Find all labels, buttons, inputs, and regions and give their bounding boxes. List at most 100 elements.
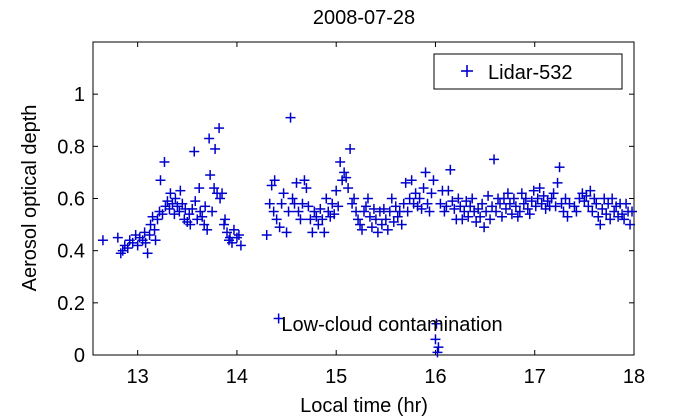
data-point — [283, 206, 294, 217]
data-point — [461, 196, 472, 207]
data-point — [449, 203, 460, 214]
data-point — [217, 188, 228, 199]
data-point — [273, 313, 284, 324]
data-point — [174, 206, 185, 217]
data-point — [200, 201, 211, 212]
data-point — [585, 185, 596, 196]
data-point — [321, 193, 332, 204]
data-point — [498, 193, 509, 204]
data-point — [516, 188, 527, 199]
y-axis-label: Aerosol optical depth — [19, 105, 41, 292]
data-point — [621, 198, 632, 209]
data-point — [528, 185, 539, 196]
data-point — [285, 112, 296, 123]
data-point — [605, 214, 616, 225]
data-point — [185, 219, 196, 230]
data-point — [355, 219, 366, 230]
data-point — [384, 206, 395, 217]
data-point — [349, 193, 360, 204]
data-point — [465, 201, 476, 212]
data-point — [433, 342, 444, 353]
data-point — [453, 193, 464, 204]
data-point — [222, 227, 233, 238]
data-point — [152, 214, 163, 225]
data-point — [619, 214, 630, 225]
x-tick-label: 15 — [325, 366, 347, 388]
data-point — [343, 183, 354, 194]
data-point — [430, 334, 441, 345]
data-point — [142, 248, 153, 259]
data-point — [414, 193, 425, 204]
data-point — [112, 232, 123, 243]
data-point — [506, 209, 517, 220]
data-point — [150, 235, 161, 246]
data-point — [357, 224, 368, 235]
data-point — [522, 203, 533, 214]
data-point — [97, 235, 108, 246]
data-point — [473, 203, 484, 214]
scatter-points — [97, 112, 638, 358]
data-point — [512, 211, 523, 222]
data-point — [341, 172, 352, 183]
data-point — [235, 240, 246, 251]
data-point — [287, 193, 298, 204]
data-point — [175, 185, 186, 196]
data-point — [424, 206, 435, 217]
data-point — [268, 206, 279, 217]
data-point — [315, 203, 326, 214]
data-point — [500, 203, 511, 214]
x-tick-label: 16 — [424, 366, 446, 388]
data-point — [554, 162, 565, 173]
data-point — [345, 143, 356, 154]
data-point — [597, 203, 608, 214]
data-point — [276, 198, 287, 209]
data-point — [431, 318, 442, 329]
data-point — [494, 198, 505, 209]
data-point — [264, 198, 275, 209]
data-point — [418, 183, 429, 194]
data-point — [378, 203, 389, 214]
data-point — [422, 198, 433, 209]
data-point — [536, 198, 547, 209]
data-point — [485, 214, 496, 225]
data-point — [402, 206, 413, 217]
data-point — [293, 206, 304, 217]
data-point — [396, 219, 407, 230]
data-point — [400, 177, 411, 188]
y-tick-label: 0.8 — [57, 136, 85, 158]
data-point — [439, 206, 450, 217]
data-point — [319, 227, 330, 238]
data-point — [432, 347, 443, 358]
data-point — [382, 224, 393, 235]
data-point — [392, 211, 403, 222]
data-point — [372, 227, 383, 238]
data-point — [233, 230, 244, 241]
data-point — [388, 216, 399, 227]
data-point — [368, 203, 379, 214]
data-point — [601, 209, 612, 220]
data-point — [299, 175, 310, 186]
data-point — [390, 201, 401, 212]
data-point — [205, 170, 216, 181]
data-point — [347, 198, 358, 209]
data-point — [587, 206, 598, 217]
data-point — [364, 211, 375, 222]
data-point — [313, 219, 324, 230]
data-point — [261, 230, 272, 241]
data-point — [209, 183, 220, 194]
data-point — [376, 219, 387, 230]
data-point — [593, 211, 604, 222]
data-point — [477, 198, 488, 209]
data-point — [534, 183, 545, 194]
data-point — [220, 214, 231, 225]
data-point — [159, 156, 170, 167]
data-point — [579, 196, 590, 207]
x-tick-label: 17 — [524, 366, 546, 388]
data-point — [327, 198, 338, 209]
data-point — [398, 198, 409, 209]
data-point — [459, 206, 470, 217]
data-point — [202, 224, 213, 235]
data-point — [426, 188, 437, 199]
data-point — [581, 190, 592, 201]
